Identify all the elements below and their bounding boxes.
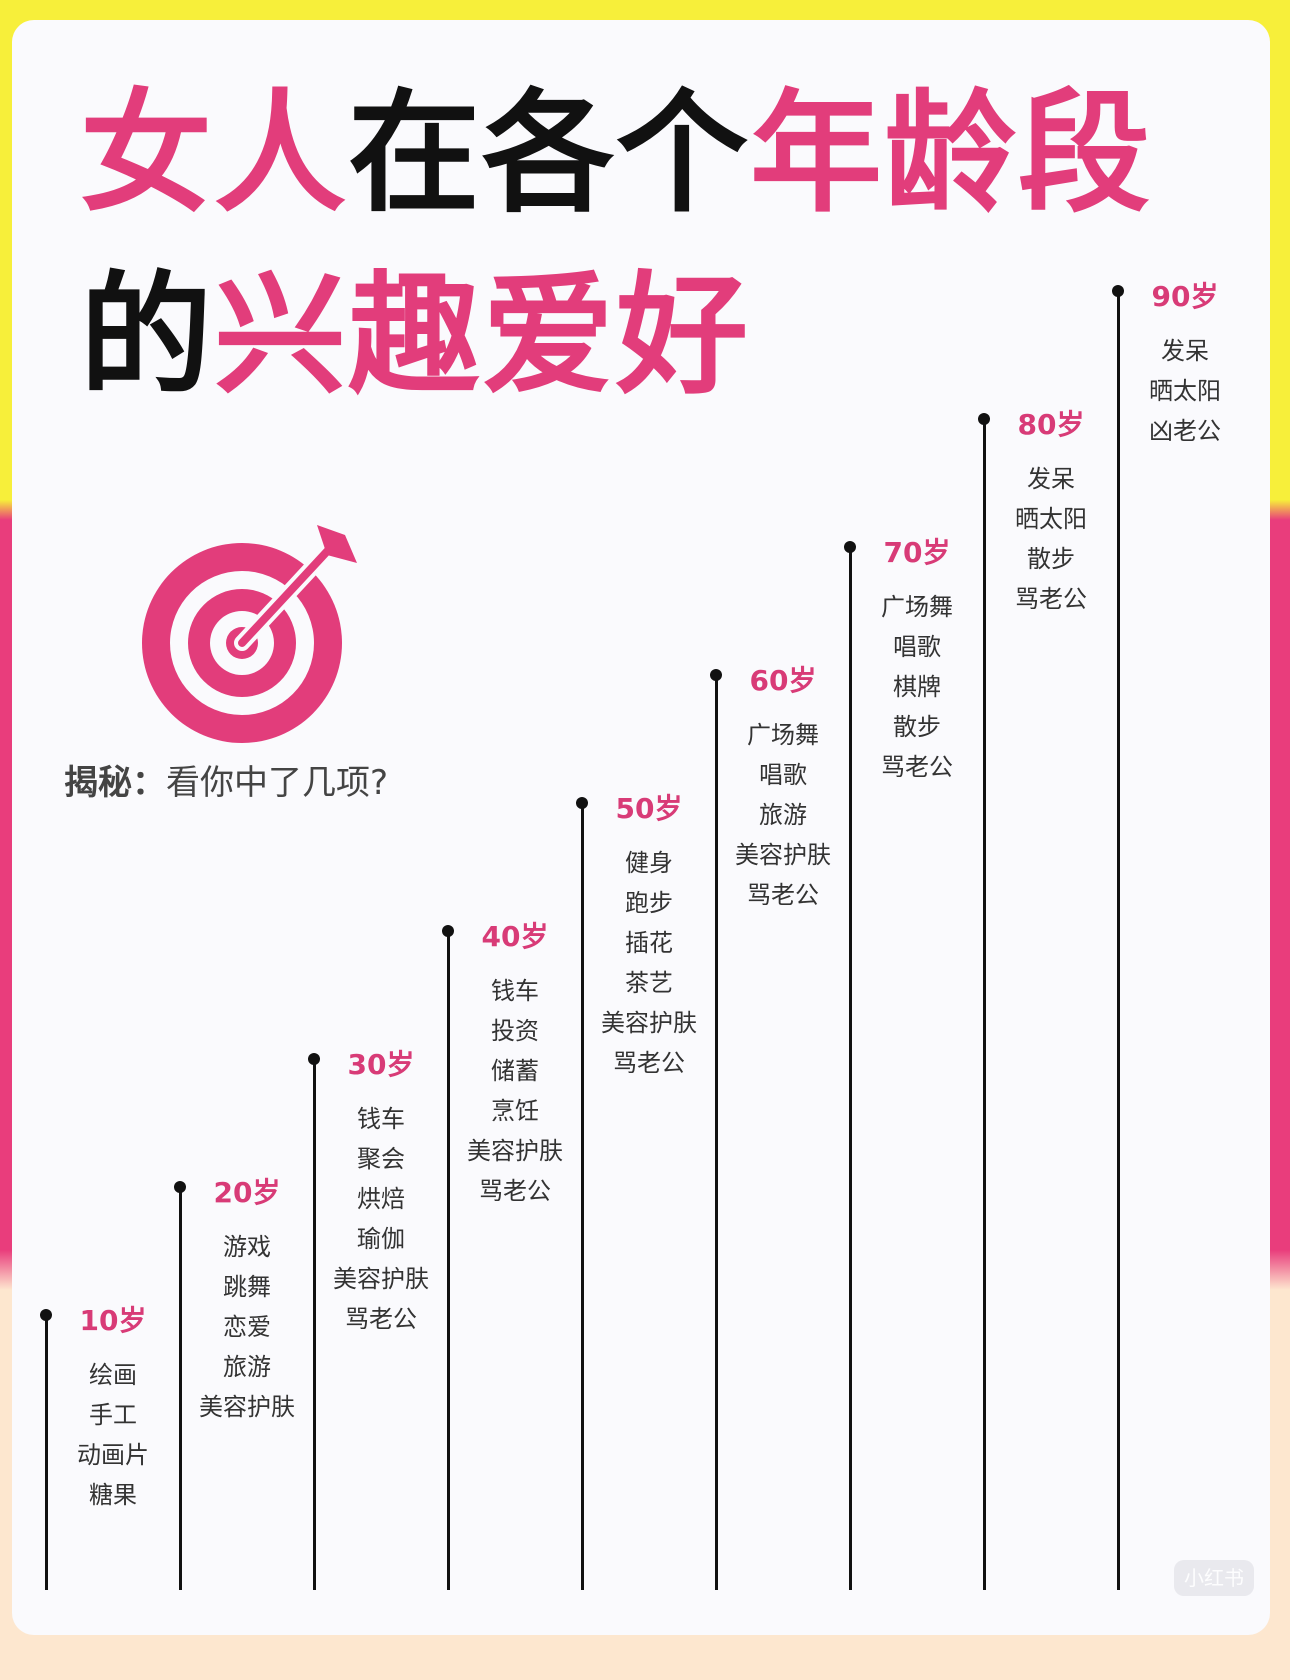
stage-line (982, 419, 986, 1590)
title-segment: 女人 (80, 77, 348, 231)
title-line-2: 的兴趣爱好 (80, 270, 750, 402)
stage-age-label: 90岁 (1151, 280, 1219, 313)
stage-line (580, 803, 584, 1590)
hobby-item: 广场舞 (747, 721, 819, 749)
hobby-item: 美容护肤 (199, 1393, 295, 1421)
stage-line (848, 547, 852, 1590)
hobby-item: 恋爱 (223, 1313, 271, 1341)
title-line-1: 女人在各个年龄段 (80, 88, 1152, 220)
stage-line (44, 1315, 48, 1590)
infographic-card: 女人在各个年龄段 的兴趣爱好 揭秘：看你中了几项? 10岁绘画手工动画片糖果 20… (12, 20, 1270, 1635)
hobby-item: 瑜伽 (357, 1225, 405, 1253)
hobby-item: 聚会 (357, 1145, 405, 1173)
stage-hobby-list: 广场舞唱歌旅游美容护肤骂老公 (716, 715, 850, 915)
hobby-item: 散步 (893, 713, 941, 741)
hobby-item: 发呆 (1027, 465, 1075, 493)
hobby-item: 跳舞 (223, 1273, 271, 1301)
stage-line (446, 931, 450, 1590)
hobby-item: 美容护肤 (735, 841, 831, 869)
hobby-item: 茶艺 (625, 969, 673, 997)
hobby-item: 发呆 (1161, 337, 1209, 365)
title-segment: 的 (80, 259, 214, 413)
title-segment: 在各个 (348, 77, 750, 231)
hobby-item: 烹饪 (491, 1097, 539, 1125)
target-with-arrow-icon (142, 525, 357, 743)
hobby-item: 手工 (89, 1401, 137, 1429)
hobby-item: 广场舞 (881, 593, 953, 621)
stage-age-label: 20岁 (213, 1176, 281, 1209)
hobby-item: 骂老公 (1015, 585, 1087, 613)
hobby-item: 美容护肤 (601, 1009, 697, 1037)
hobby-item: 游戏 (223, 1233, 271, 1261)
stage-age-label: 50岁 (615, 792, 683, 825)
hobby-item: 骂老公 (747, 881, 819, 909)
stage-line (178, 1187, 182, 1590)
hobby-item: 晒太阳 (1149, 377, 1221, 405)
hobby-item: 散步 (1027, 545, 1075, 573)
stage-age-label: 30岁 (347, 1048, 415, 1081)
reveal-caption: 揭秘：看你中了几项? (64, 755, 388, 804)
hobby-item: 骂老公 (613, 1049, 685, 1077)
hobby-item: 晒太阳 (1015, 505, 1087, 533)
hobby-item: 烘焙 (357, 1185, 405, 1213)
stage-line (1116, 291, 1120, 1590)
stage-hobby-list: 绘画 手工 动画片 糖果 (46, 1355, 180, 1515)
hobby-item: 糖果 (89, 1481, 137, 1509)
hobby-item: 骂老公 (881, 753, 953, 781)
stage-hobby-list: 发呆 晒太阳 凶老公 (1118, 331, 1252, 451)
hobby-item: 跑步 (625, 889, 673, 917)
stage-age-label: 10岁 (79, 1304, 147, 1337)
hobby-item: 骂老公 (345, 1305, 417, 1333)
stage-hobby-list: 钱车投资储蓄烹饪美容护肤骂老公 (448, 971, 582, 1211)
hobby-item: 投资 (491, 1017, 539, 1045)
stage-age-label: 80岁 (1017, 408, 1085, 441)
watermark: 小红书号：5 (872, 1625, 1064, 1635)
hobby-item: 骂老公 (479, 1177, 551, 1205)
reveal-text: 看你中了几项? (166, 763, 389, 803)
stage-line (714, 675, 718, 1590)
stage-age-label: 70岁 (883, 536, 951, 569)
hobby-item: 旅游 (759, 801, 807, 829)
hobby-item: 动画片 (77, 1441, 149, 1469)
stage-age-label: 40岁 (481, 920, 549, 953)
hobby-item: 旅游 (223, 1353, 271, 1381)
title-segment: 年龄段 (750, 77, 1152, 231)
stage-line (312, 1059, 316, 1590)
title-segment: 兴趣爱好 (214, 259, 750, 413)
hobby-item: 钱车 (357, 1105, 405, 1133)
stage-hobby-list: 健身跑步插花茶艺美容护肤骂老公 (582, 843, 716, 1083)
hobby-item: 唱歌 (759, 761, 807, 789)
hobby-item: 绘画 (89, 1361, 137, 1389)
stage-hobby-list: 游戏跳舞恋爱旅游美容护肤 (180, 1227, 314, 1427)
stage-hobby-list: 发呆晒太阳散步骂老公 (984, 459, 1118, 619)
stage-hobby-list: 广场舞唱歌棋牌散步骂老公 (850, 587, 984, 787)
hobby-item: 储蓄 (491, 1057, 539, 1085)
hobby-item: 唱歌 (893, 633, 941, 661)
stage-hobby-list: 钱车聚会烘焙瑜伽美容护肤骂老公 (314, 1099, 448, 1339)
hobby-item: 美容护肤 (333, 1265, 429, 1293)
hobby-item: 健身 (625, 849, 673, 877)
hobby-item: 棋牌 (893, 673, 941, 701)
hobby-item: 钱车 (491, 977, 539, 1005)
xiaohongshu-badge: 小红书 (1174, 1560, 1254, 1596)
reveal-lead: 揭秘： (64, 763, 166, 803)
stage-age-label: 60岁 (749, 664, 817, 697)
hobby-item: 凶老公 (1149, 417, 1221, 445)
hobby-item: 插花 (625, 929, 673, 957)
hobby-item: 美容护肤 (467, 1137, 563, 1165)
